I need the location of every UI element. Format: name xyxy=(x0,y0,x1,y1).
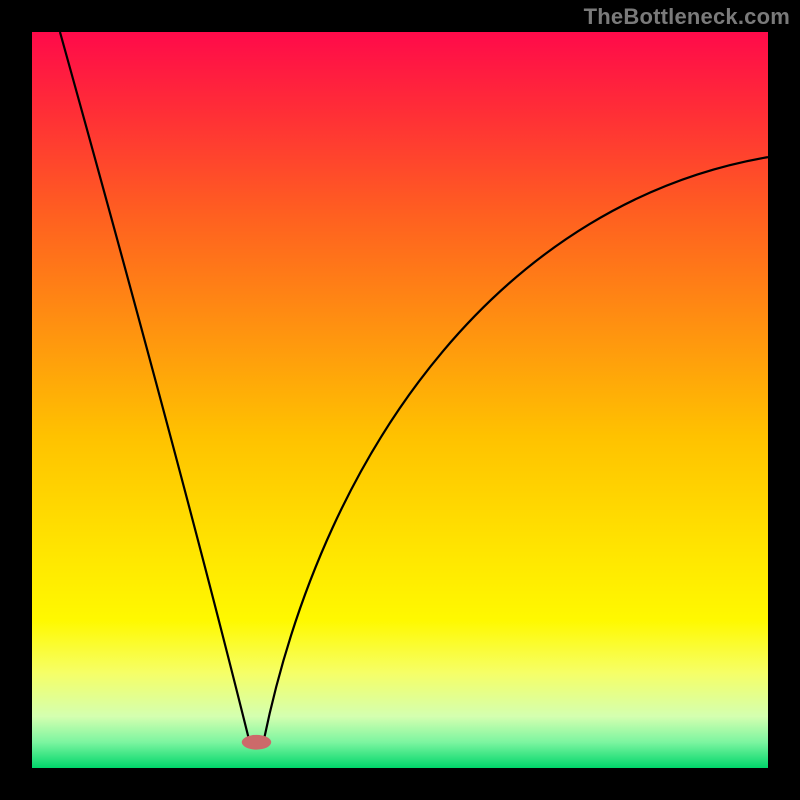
bottleneck-chart xyxy=(0,0,800,800)
watermark-text: TheBottleneck.com xyxy=(584,4,790,30)
bottleneck-marker xyxy=(242,735,271,750)
plot-background xyxy=(32,32,768,768)
